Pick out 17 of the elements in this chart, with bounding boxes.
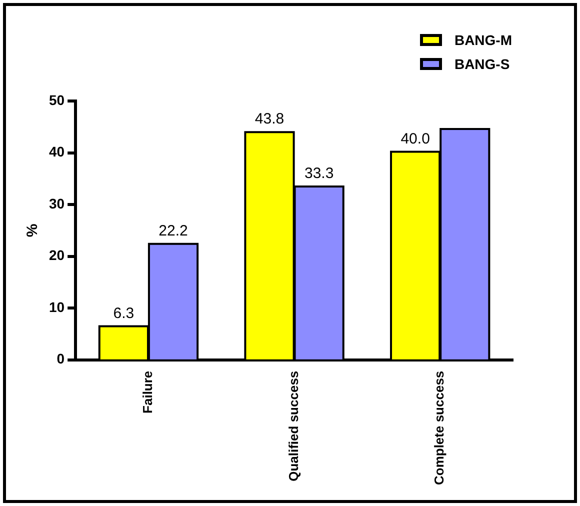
data-label: 33.3: [304, 165, 334, 182]
data-label: 6.3: [113, 304, 134, 322]
x-tick-label: Complete success: [432, 370, 447, 486]
legend-label: BANG-M: [454, 32, 512, 48]
y-tick-label: 0: [56, 350, 65, 367]
y-tick-label: 20: [48, 247, 65, 264]
y-axis-title: %: [24, 224, 42, 238]
legend-label: BANG-S: [454, 56, 510, 72]
data-label: 43.8: [254, 110, 284, 128]
y-tick-label: 50: [48, 92, 65, 108]
y-tick-label: 10: [48, 298, 65, 315]
y-tick-label: 30: [48, 195, 65, 212]
x-tick-label: Qualified success: [286, 370, 301, 482]
data-label: 40.0: [400, 130, 430, 148]
x-tick-label: Failure: [140, 370, 156, 414]
y-tick-label: 40: [48, 144, 65, 160]
data-label: 22.2: [158, 222, 188, 240]
